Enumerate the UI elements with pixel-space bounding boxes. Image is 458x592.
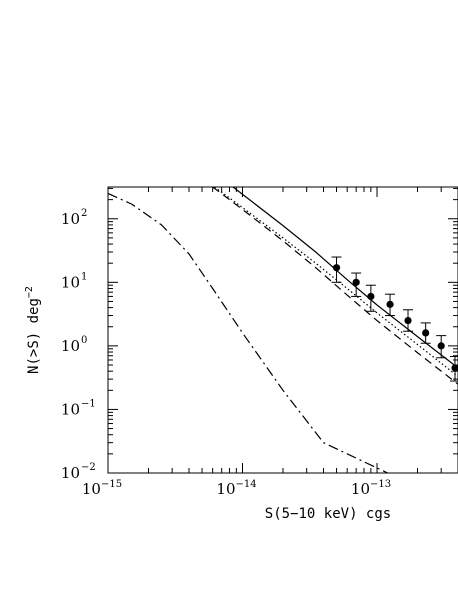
data-points	[331, 256, 458, 382]
data-point	[437, 342, 445, 350]
y-tick-label-exponent: −2	[81, 462, 96, 473]
data-point	[367, 292, 375, 301]
y-tick-label-exponent: −1	[81, 398, 96, 409]
x-tick-label: 10−14	[216, 479, 256, 498]
y-axis-title-base: N(>S) deg	[26, 298, 42, 374]
y-tick-label: 10	[61, 464, 80, 482]
x-tick-label: 10−13	[351, 479, 391, 498]
data-point	[404, 316, 412, 325]
y-tick-label-base: 10	[61, 464, 80, 482]
data-point	[451, 364, 458, 372]
x-tick-label-base: 10	[82, 480, 101, 498]
y-tick-label-base: 10	[61, 400, 80, 418]
y-tick-label-exponent: 2	[81, 208, 87, 219]
y-tick-label: 10	[61, 210, 80, 228]
data-point	[422, 329, 430, 337]
y-tick-label: 10	[61, 337, 80, 355]
x-tick-label: 10−15	[82, 479, 122, 498]
y-tick-label-exponent: 1	[81, 271, 87, 282]
data-point	[352, 278, 360, 286]
series-line-dashed	[212, 187, 458, 385]
y-axis-title-exponent: −2	[24, 286, 35, 298]
series-line-dashdot	[108, 192, 388, 473]
x-tick-label-exponent: −14	[236, 479, 257, 490]
y-tick-label-exponent: 0	[81, 335, 87, 346]
minor-ticks	[108, 187, 458, 473]
y-tick-label-base: 10	[61, 210, 80, 228]
y-tick-label: 10	[61, 400, 80, 418]
major-ticks	[107, 187, 458, 474]
y-tick-label-base: 10	[61, 273, 80, 291]
x-tick-label-exponent: −13	[370, 479, 391, 490]
series-lines	[108, 187, 458, 473]
series-line-dotted	[214, 187, 458, 377]
x-tick-label-base: 10	[216, 480, 235, 498]
x-axis-title: S(5−10 keV) cgs	[265, 506, 391, 522]
series-line-solid	[232, 187, 458, 369]
y-tick-label: 10	[61, 273, 80, 291]
y-tick-label-base: 10	[61, 337, 80, 355]
data-point	[386, 300, 394, 308]
plot-frame	[107, 186, 458, 474]
data-point	[332, 264, 341, 272]
y-axis-title: N(>S) deg−2	[24, 286, 42, 374]
x-tick-label-exponent: −15	[101, 479, 122, 490]
x-tick-labels: 10−15 10−14 10−13	[82, 479, 391, 498]
svg-text:N(>S) deg−2: N(>S) deg−2	[24, 286, 42, 374]
x-tick-label-base: 10	[351, 480, 370, 498]
